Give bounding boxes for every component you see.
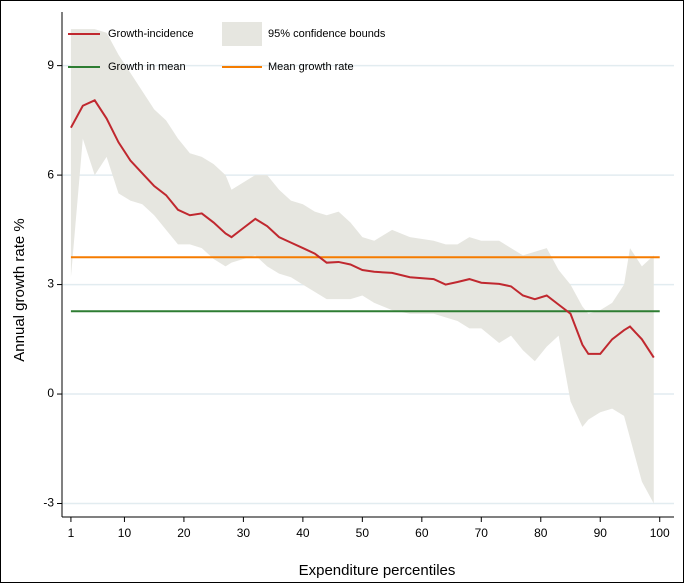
x-tick-label: 100 (650, 526, 670, 540)
legend-label: 95% confidence bounds (268, 28, 386, 40)
x-tick-label: 60 (415, 526, 429, 540)
legend-swatch (222, 22, 262, 46)
x-tick-label: 1 (68, 526, 75, 540)
x-tick-label: 30 (237, 526, 251, 540)
x-tick-label: 20 (177, 526, 191, 540)
x-tick-label: 10 (118, 526, 132, 540)
y-axis-label: Annual growth rate % (11, 218, 28, 361)
confidence-band (70, 29, 654, 504)
legend-label: Mean growth rate (268, 61, 354, 73)
x-tick-label: 70 (475, 526, 489, 540)
y-tick-label: 9 (47, 58, 54, 72)
x-axis-label: Expenditure percentiles (299, 562, 456, 579)
y-tick-label: 3 (47, 277, 54, 291)
legend-label: Growth-incidence (108, 28, 194, 40)
y-tick-label: -3 (43, 496, 54, 510)
x-tick-label: 90 (594, 526, 608, 540)
y-tick-label: 0 (47, 386, 54, 400)
growth-incidence-line (70, 99, 655, 359)
x-tick-label: 40 (296, 526, 310, 540)
x-tick-label: 50 (356, 526, 370, 540)
y-tick-label: 6 (47, 167, 54, 181)
legend-label: Growth in mean (108, 61, 186, 73)
x-tick-label: 80 (534, 526, 548, 540)
